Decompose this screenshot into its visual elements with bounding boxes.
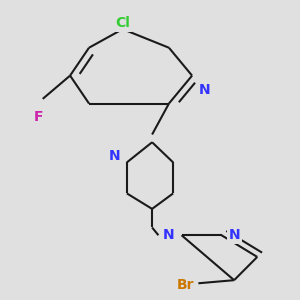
Text: N: N — [163, 228, 175, 242]
Text: Cl: Cl — [115, 16, 130, 30]
Text: Br: Br — [177, 278, 194, 292]
Text: F: F — [34, 110, 43, 124]
Text: N: N — [199, 82, 211, 97]
Text: N: N — [228, 228, 240, 242]
Text: N: N — [108, 149, 120, 163]
